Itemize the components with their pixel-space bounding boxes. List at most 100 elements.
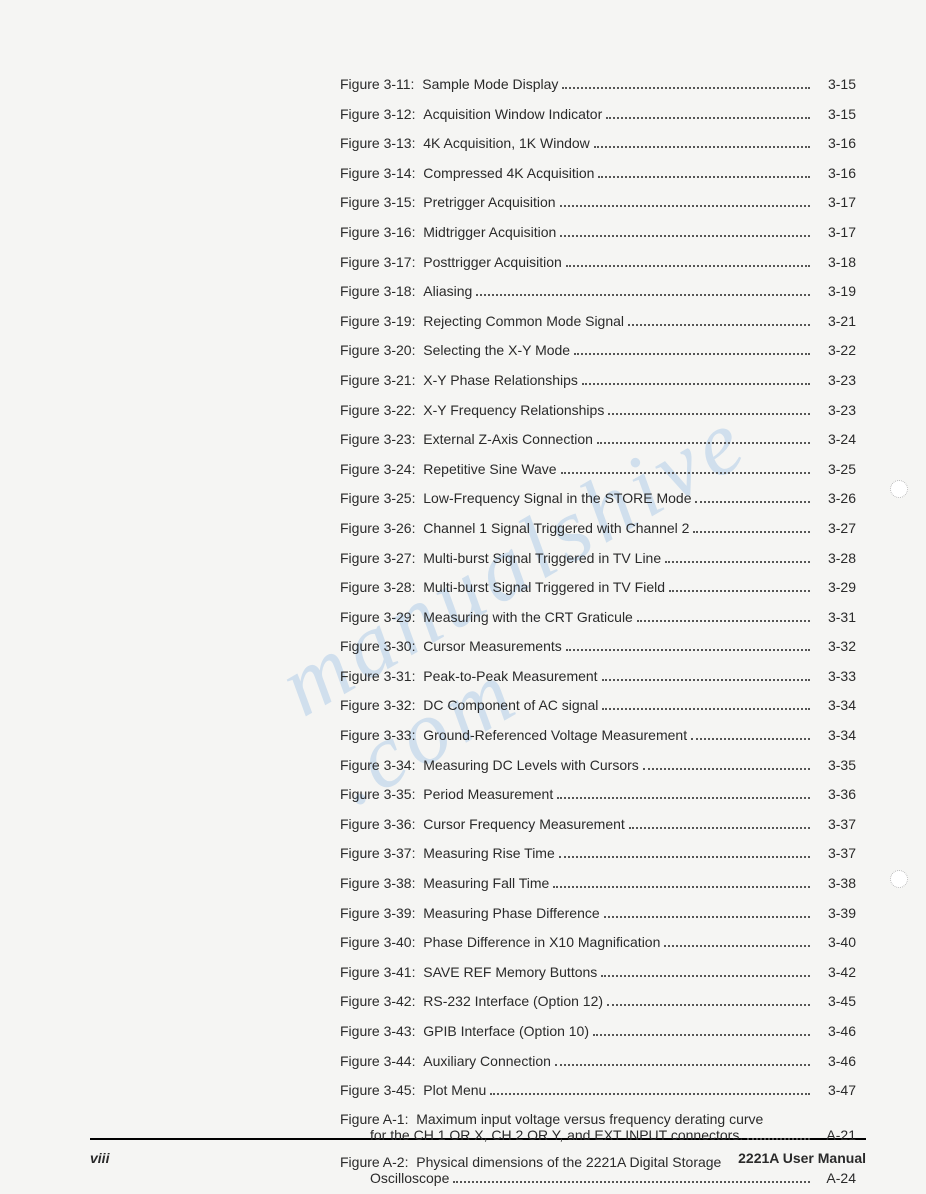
toc-figure-label: Figure 3-36: [340,815,423,835]
toc-entry: Figure 3-22: X-Y Frequency Relationships… [340,401,856,421]
toc-figure-title: 4K Acquisition, 1K Window [423,134,590,154]
toc-figure-title-line2: for the CH 1 OR X, CH 2 OR Y, and EXT IN… [370,1127,743,1143]
toc-figure-label: Figure 3-20: [340,341,423,361]
toc-entry: Figure 3-18: Aliasing 3-19 [340,282,856,302]
toc-line1: Figure A-1: Maximum input voltage versus… [340,1111,856,1127]
toc-figure-label: Figure 3-18: [340,282,423,302]
toc-figure-title-line1: Maximum input voltage versus frequency d… [416,1111,763,1127]
toc-entry: Figure 3-13: 4K Acquisition, 1K Window 3-… [340,134,856,154]
toc-dots [582,383,810,385]
toc-dots [665,561,810,563]
toc-entry: Figure 3-15: Pretrigger Acquisition3-17 [340,193,856,213]
toc-dots [637,620,810,622]
toc-dots [664,945,810,947]
toc-figure-label: Figure 3-45: [340,1081,423,1101]
toc-figure-label: Figure 3-33: [340,726,423,746]
toc-figure-title: Multi-burst Signal Triggered in TV Field [423,578,665,598]
toc-page-number: 3-29 [814,578,856,598]
toc-dots [557,797,810,799]
toc-page-number: 3-40 [814,933,856,953]
toc-entry: Figure 3-23: External Z-Axis Connection3… [340,430,856,450]
toc-entry: Figure 3-42: RS-232 Interface (Option 12… [340,992,856,1012]
toc-figure-label: Figure 3-37: [340,844,423,864]
toc-dots [602,679,810,681]
toc-page-number: 3-37 [814,815,856,835]
toc-entry: Figure 3-12: Acquisition Window Indicato… [340,105,856,125]
toc-figure-title: Repetitive Sine Wave [423,460,556,480]
toc-dots [490,1093,810,1095]
toc-page-number: 3-38 [814,874,856,894]
toc-figure-label: Figure 3-13: [340,134,423,154]
toc-dots [606,117,810,119]
toc-page-number: 3-16 [814,134,856,154]
toc-dots [566,649,810,651]
toc-entry-multiline: Figure A-1: Maximum input voltage versus… [340,1111,856,1144]
toc-entry: Figure 3-24: Repetitive Sine Wave 3-25 [340,460,856,480]
toc-page-number: 3-19 [814,282,856,302]
toc-entry: Figure 3-34: Measuring DC Levels with Cu… [340,756,856,776]
toc-figure-label: Figure 3-31: [340,667,423,687]
toc-line2: OscilloscopeA-24 [340,1170,856,1187]
toc-page-number: 3-37 [814,844,856,864]
toc-dots [691,738,810,740]
toc-figure-title: Cursor Measurements [423,637,562,657]
toc-entry: Figure 3-30: Cursor Measurements3-32 [340,637,856,657]
toc-figure-title: Measuring Rise Time [423,844,555,864]
toc-figure-label: Figure 3-24: [340,460,423,480]
toc-page-number: 3-16 [814,164,856,184]
toc-dots [604,916,810,918]
toc-page-number: 3-31 [814,608,856,628]
toc-figure-label: Figure 3-42: [340,992,423,1012]
toc-figure-label: Figure 3-44: [340,1052,423,1072]
toc-figure-title: Low-Frequency Signal in the STORE Mode [423,489,691,509]
toc-figure-title: Midtrigger Acquisition [423,223,556,243]
toc-entry: Figure 3-43: GPIB Interface (Option 10)3… [340,1022,856,1042]
toc-figure-label: Figure 3-19: [340,312,423,332]
toc-page-number: 3-17 [814,223,856,243]
toc-entry: Figure 3-38: Measuring Fall Time3-38 [340,874,856,894]
toc-figure-title: DC Component of AC signal [423,696,598,716]
toc-figure-title: Rejecting Common Mode Signal [423,312,624,332]
toc-page-number: 3-46 [814,1052,856,1072]
toc-entry: Figure 3-27: Multi-burst Signal Triggere… [340,549,856,569]
toc-dots [560,235,810,237]
toc-page-number: 3-15 [814,105,856,125]
toc-page-number: 3-34 [814,726,856,746]
toc-figure-title: X-Y Frequency Relationships [423,401,604,421]
toc-figure-label: Figure 3-14: [340,164,423,184]
toc-figure-label: Figure 3-41: [340,963,423,983]
toc-page-number: A-24 [814,1170,856,1186]
toc-entry: Figure 3-32: DC Component of AC signal3-… [340,696,856,716]
toc-dots [594,146,810,148]
toc-dots [593,1034,810,1036]
toc-figure-label: Figure 3-34: [340,756,423,776]
toc-entry: Figure 3-37: Measuring Rise Time 3-37 [340,844,856,864]
toc-dots [597,442,810,444]
toc-dots [598,176,810,178]
toc-figure-title: Phase Difference in X10 Magnification [423,933,660,953]
toc-entry: Figure 3-21: X-Y Phase Relationships3-23 [340,371,856,391]
toc-dots [566,265,810,267]
toc-dots [574,353,810,355]
toc-figure-label: Figure 3-23: [340,430,423,450]
toc-figure-label: Figure 3-35: [340,785,423,805]
toc-page-number: 3-25 [814,460,856,480]
toc-dots [555,1064,810,1066]
toc-figure-title-line1: Physical dimensions of the 2221A Digital… [416,1154,721,1170]
toc-figure-title: RS-232 Interface (Option 12) [423,992,603,1012]
toc-page-number: 3-21 [814,312,856,332]
toc-figure-label: Figure 3-43: [340,1022,423,1042]
toc-dots [553,886,810,888]
toc-figure-label: Figure 3-40: [340,933,423,953]
toc-page-number: 3-35 [814,756,856,776]
toc-figure-title: Acquisition Window Indicator [423,105,602,125]
toc-page-number: 3-24 [814,430,856,450]
toc-page-number: 3-45 [814,992,856,1012]
toc-dots [602,708,810,710]
toc-figure-title: Aliasing [423,282,472,302]
toc-entry: Figure 3-16: Midtrigger Acquisition3-17 [340,223,856,243]
toc-entry: Figure 3-40: Phase Difference in X10 Mag… [340,933,856,953]
toc-entry: Figure 3-45: Plot Menu3-47 [340,1081,856,1101]
toc-figure-label: Figure 3-26: [340,519,423,539]
toc-figure-title: Plot Menu [423,1081,486,1101]
